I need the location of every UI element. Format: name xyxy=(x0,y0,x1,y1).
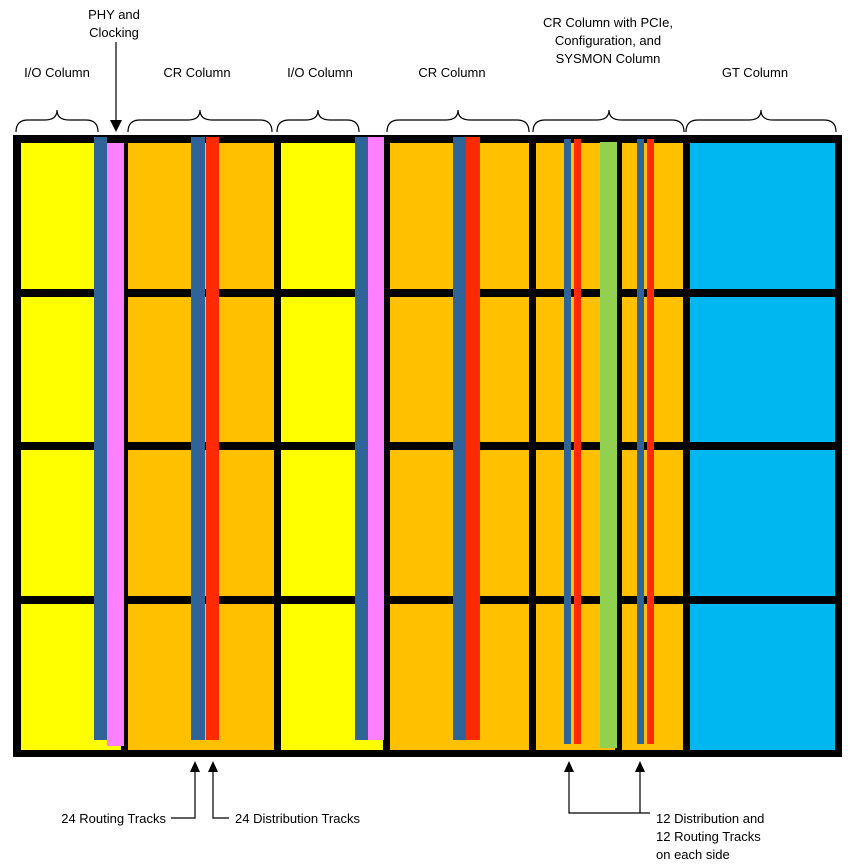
label-routing-tracks: 24 Routing Tracks xyxy=(61,811,166,826)
label-side-tracks-line-1: 12 Distribution and xyxy=(656,811,764,826)
brace-io-column-1 xyxy=(15,109,99,133)
distribution-tracks-arrowhead xyxy=(208,761,218,772)
brace-cr-column-1 xyxy=(127,109,273,133)
label-cr-pcie-line-2: Configuration, and xyxy=(555,33,661,48)
label-io-column-1: I/O Column xyxy=(24,65,90,80)
side-tracks-leader-left xyxy=(568,772,650,814)
distribution-tracks-leader xyxy=(212,772,229,819)
gt-column-cell-4 xyxy=(690,604,835,750)
label-io-column-2: I/O Column xyxy=(287,65,353,80)
side-tracks-arrowhead-left xyxy=(564,761,574,772)
routing-track-cr-1 xyxy=(191,137,205,740)
brace-gt-column xyxy=(685,109,837,133)
routing-tracks-leader xyxy=(171,772,196,819)
gt-column-cell-1 xyxy=(690,143,835,289)
phy-clocking-strip-2 xyxy=(368,137,384,740)
routing-track-cr-2 xyxy=(453,137,466,740)
leader-lines xyxy=(115,42,650,819)
sysmon-strip xyxy=(600,142,617,748)
label-cr-column-2: CR Column xyxy=(418,65,485,80)
label-phy-clocking-line-2: Clocking xyxy=(89,25,139,40)
distribution-track-pcie-left xyxy=(574,139,581,744)
routing-track-pcie-left xyxy=(564,139,571,744)
arrowheads xyxy=(110,120,645,772)
brace-cr-column-2 xyxy=(386,109,530,133)
routing-tracks-arrowhead xyxy=(190,761,200,772)
gt-column-cell-2 xyxy=(690,297,835,442)
brace-io-column-2 xyxy=(276,109,360,133)
distribution-track-pcie-right xyxy=(647,139,654,744)
routing-track-pcie-right xyxy=(637,139,644,744)
phy-arrowhead xyxy=(110,120,122,132)
label-gt-column: GT Column xyxy=(722,65,788,80)
routing-track-io-1 xyxy=(94,137,107,740)
routing-track-io-2 xyxy=(355,137,368,740)
distribution-track-cr-2 xyxy=(466,137,480,740)
label-cr-pcie-line-3: SYSMON Column xyxy=(556,51,661,66)
side-tracks-arrowhead-right xyxy=(635,761,645,772)
label-cr-pcie-line-1: CR Column with PCIe, xyxy=(543,15,673,30)
distribution-track-cr-1 xyxy=(206,137,219,740)
label-distribution-tracks: 24 Distribution Tracks xyxy=(235,811,360,826)
brace-cr-pcie-column xyxy=(532,109,685,133)
label-phy-clocking-line-1: PHY and xyxy=(88,7,140,22)
gt-column-cell-3 xyxy=(690,450,835,596)
label-side-tracks-line-2: 12 Routing Tracks xyxy=(656,829,761,844)
label-side-tracks-line-3: on each side xyxy=(656,847,730,862)
clock-tracks xyxy=(94,137,654,748)
phy-clocking-strip-1 xyxy=(107,143,124,746)
column-braces xyxy=(15,109,837,133)
label-cr-column-1: CR Column xyxy=(163,65,230,80)
